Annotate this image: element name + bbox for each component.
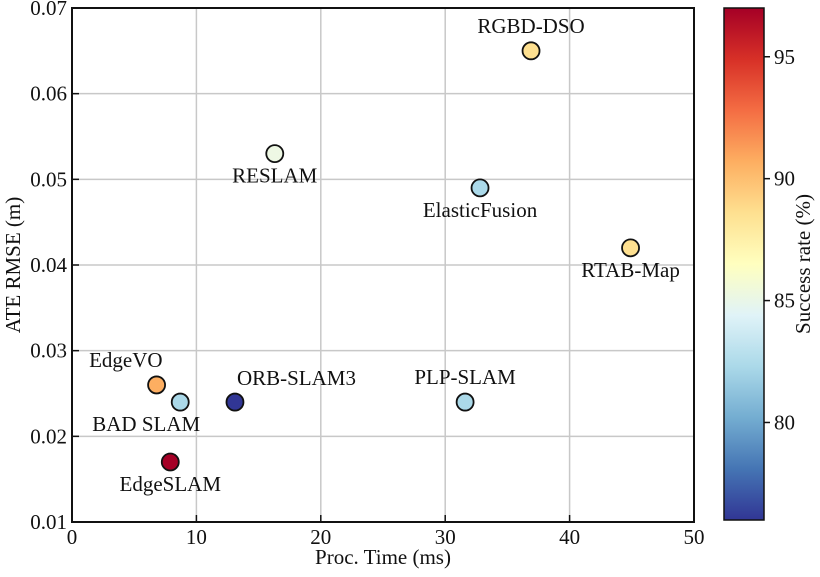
data-point — [521, 41, 541, 61]
data-point — [147, 375, 166, 395]
y-tick-label: 0.03 — [30, 339, 67, 363]
colorbar: 80 85 90 95 Success rate (%) — [723, 7, 815, 521]
data-point — [225, 392, 245, 412]
colorbar-tick-label: 85 — [774, 289, 795, 313]
data-point — [470, 178, 490, 198]
data-point — [621, 238, 640, 258]
point-label: PLP-SLAM — [414, 365, 516, 389]
colorbar-title: Success rate (%) — [791, 194, 815, 334]
data-points: RGBD-DSO RESLAM ElasticFusion RTAB-Map EdgeV… — [89, 14, 680, 496]
data-point — [160, 452, 180, 472]
point-label: RESLAM — [232, 164, 318, 188]
x-tick-label: 40 — [559, 525, 580, 549]
y-tick-label: 0.05 — [30, 167, 67, 191]
x-tick-label: 20 — [310, 525, 331, 549]
x-tick-label: 30 — [435, 525, 456, 549]
data-point — [170, 392, 190, 412]
x-tick-label: 50 — [684, 525, 705, 549]
y-tick-labels: 0.01 0.02 0.03 0.04 0.05 0.06 0.07 — [30, 0, 67, 534]
colorbar-tick-label: 95 — [774, 45, 795, 69]
point-label: RTAB-Map — [581, 258, 680, 282]
point-label: BAD SLAM — [92, 412, 200, 436]
point-label: EdgeSLAM — [120, 472, 222, 496]
point-label: ORB-SLAM3 — [237, 366, 356, 390]
colorbar-gradient — [723, 7, 765, 521]
colorbar-ticks: 80 85 90 95 — [764, 45, 795, 434]
point-label: RGBD-DSO — [477, 14, 584, 38]
point-label: EdgeVO — [89, 348, 162, 372]
y-tick-label: 0.04 — [30, 253, 67, 277]
x-tick-label: 0 — [67, 525, 78, 549]
colorbar-tick-label: 80 — [774, 410, 795, 434]
data-point — [455, 392, 475, 412]
colorbar-tick-label: 90 — [774, 167, 795, 191]
x-tick-label: 10 — [186, 525, 207, 549]
y-tick-label: 0.06 — [30, 82, 67, 106]
x-tick-labels: 0 10 20 30 40 50 — [67, 525, 705, 549]
plot-frame — [71, 7, 695, 523]
y-axis-title: ATE RMSE (m) — [1, 197, 25, 334]
x-axis-title: Proc. Time (ms) — [315, 545, 451, 569]
point-label: ElasticFusion — [423, 198, 538, 222]
y-tick-label: 0.07 — [30, 0, 67, 20]
y-tick-label: 0.01 — [30, 510, 67, 534]
data-point — [265, 144, 285, 164]
y-tick-label: 0.02 — [30, 424, 67, 448]
